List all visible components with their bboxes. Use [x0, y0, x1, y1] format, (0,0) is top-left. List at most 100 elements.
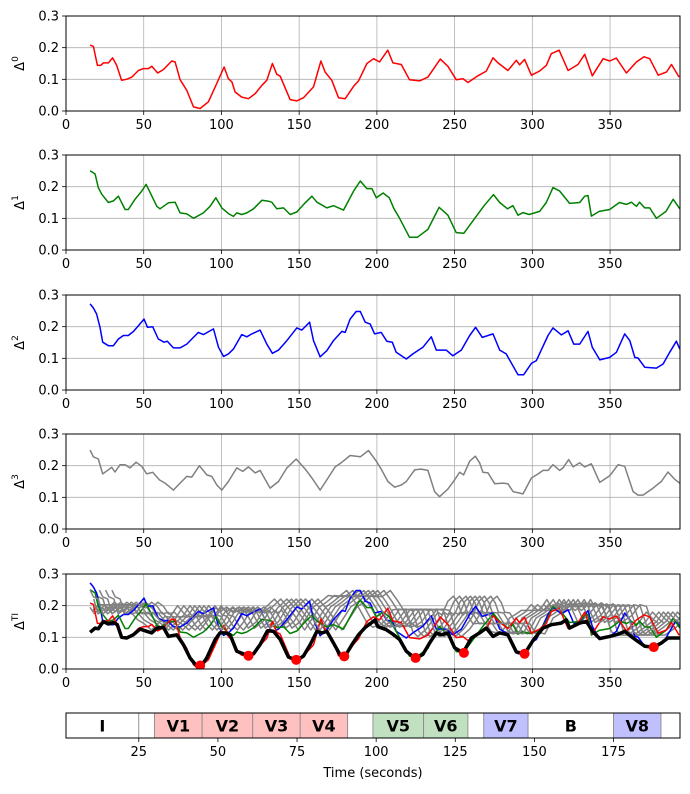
y-axis-label: Δ3: [11, 474, 28, 489]
y-axis-label: Δ0: [11, 56, 28, 71]
x-tick-label: 200: [364, 397, 389, 412]
x-tick-label: 25: [131, 745, 148, 760]
x-tick-label: 100: [209, 536, 234, 551]
x-tick-label: 300: [520, 118, 545, 133]
x-tick-label: 350: [598, 397, 623, 412]
y-label-superscript: 2: [11, 335, 21, 341]
y-tick-label: 0.0: [38, 523, 59, 538]
segment-block: [660, 712, 681, 739]
axes-frame: [65, 433, 681, 530]
series-line-Δ3: [89, 449, 680, 498]
plot-area: [89, 303, 680, 376]
x-tick-label: 50: [135, 676, 152, 691]
panel-delta-ti: 0 50 100 150 200 250 300 350 0.0 0.1 0.2 0.3 ΔTI: [11, 568, 681, 691]
segment-block: [467, 712, 485, 739]
y-tick-label: 0.1: [38, 212, 59, 227]
y-label-base: Δ: [13, 62, 28, 71]
minimum-marker: [243, 650, 254, 661]
x-axis-label: Time (seconds): [322, 766, 422, 781]
segment-block: [347, 712, 374, 739]
y-tick-label: 0.1: [38, 491, 59, 506]
axes-frame: [65, 573, 681, 670]
minimum-marker: [291, 654, 302, 665]
x-tick-label: 100: [209, 676, 234, 691]
segments-frame: [65, 712, 681, 739]
axes-frame: [65, 15, 681, 112]
x-tick-label: 250: [442, 257, 467, 272]
x-tick-label: 100: [209, 397, 234, 412]
x-tick-label: 150: [287, 536, 312, 551]
x-tick-label: 300: [520, 397, 545, 412]
x-tick-label: 250: [442, 118, 467, 133]
axes-frame: [65, 154, 681, 251]
y-label-base: Δ: [13, 201, 28, 210]
y-tick-label: 0.2: [38, 459, 59, 474]
x-tick-label: 250: [442, 397, 467, 412]
x-tick-label: 150: [287, 397, 312, 412]
y-axis-label: Δ1: [11, 195, 28, 210]
y-tick-label: 0.1: [38, 631, 59, 646]
x-tick-label: 150: [287, 257, 312, 272]
x-tick-label: 150: [287, 118, 312, 133]
y-label-superscript: 0: [11, 56, 21, 62]
segment-label: I: [99, 717, 105, 736]
plot-area: [88, 582, 680, 669]
plot-area: [89, 449, 680, 498]
x-tick-label: 0: [62, 118, 70, 133]
x-tick-label: 250: [442, 536, 467, 551]
x-tick-label: 350: [598, 676, 623, 691]
y-tick-label: 0.3: [38, 568, 59, 583]
y-tick-label: 0.2: [38, 320, 59, 335]
segment-label: V2: [216, 717, 240, 736]
y-label-base: Δ: [13, 480, 28, 489]
y-tick-label: 0.0: [38, 384, 59, 399]
x-tick-label: 350: [598, 536, 623, 551]
panel-delta-2: 0 50 100 150 200 250 300 350 0.0 0.1 0.2 0.3 Δ2: [11, 289, 681, 412]
x-tick-label: 150: [522, 745, 547, 760]
x-tick-label: 50: [135, 257, 152, 272]
minimum-marker: [195, 660, 206, 669]
y-tick-label: 0.1: [38, 73, 59, 88]
x-tick-label: 0: [62, 397, 70, 412]
axes-frame: [65, 294, 681, 391]
minimum-marker: [458, 647, 469, 658]
segment-label: V8: [626, 717, 650, 736]
segment-label: V7: [494, 717, 518, 736]
x-tick-label: 300: [520, 257, 545, 272]
x-tick-label: 200: [364, 257, 389, 272]
segment-label: B: [565, 717, 577, 736]
x-tick-label: 75: [289, 745, 306, 760]
series-line-gray-copy: [111, 589, 680, 638]
y-axis-label: Δ2: [11, 335, 28, 350]
segment-label: V5: [387, 717, 411, 736]
x-tick-label: 50: [135, 397, 152, 412]
minimum-marker: [519, 648, 530, 659]
x-tick-label: 300: [520, 536, 545, 551]
segment-label: V6: [434, 717, 458, 736]
x-tick-label: 50: [135, 118, 152, 133]
segment-block: [423, 712, 469, 739]
series-line-Δ1: [89, 170, 680, 239]
panel-delta-1: 0 50 100 150 200 250 300 350 0.0 0.1 0.2 0.3 Δ1: [11, 149, 681, 272]
y-label-superscript: TI: [11, 613, 21, 622]
y-axis-label: ΔTI: [11, 613, 28, 630]
x-tick-label: 350: [598, 118, 623, 133]
x-tick-label: 0: [62, 676, 70, 691]
x-tick-label: 200: [364, 676, 389, 691]
y-label-base: Δ: [13, 341, 28, 350]
y-tick-label: 0.2: [38, 41, 59, 56]
y-tick-label: 0.0: [38, 244, 59, 259]
x-tick-label: 200: [364, 118, 389, 133]
plot-area: [89, 170, 680, 239]
plot-area: [89, 44, 680, 110]
x-tick-label: 200: [364, 536, 389, 551]
x-tick-label: 100: [209, 257, 234, 272]
y-tick-label: 0.3: [38, 10, 59, 25]
y-tick-label: 0.0: [38, 663, 59, 678]
x-tick-label: 0: [62, 536, 70, 551]
x-tick-label: 50: [135, 536, 152, 551]
segment-block: [483, 712, 529, 739]
y-label-base: Δ: [13, 621, 28, 630]
